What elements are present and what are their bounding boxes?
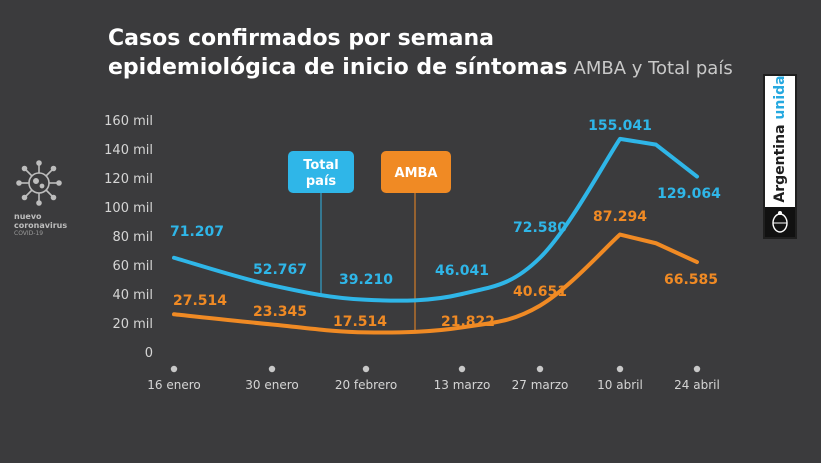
y-tick-label: 80 mil bbox=[112, 230, 153, 245]
national-seal-icon bbox=[772, 211, 788, 233]
x-tick-dot bbox=[536, 365, 544, 373]
y-tick-label: 140 mil bbox=[104, 143, 153, 158]
data-label-total-pais: 39.210 bbox=[339, 272, 393, 288]
x-tick-dot bbox=[458, 365, 466, 373]
badge-line-1: nuevo bbox=[14, 212, 42, 221]
x-tick-dot bbox=[362, 365, 370, 373]
data-label-total-pais: 46.041 bbox=[435, 263, 489, 279]
series-line-total-pais bbox=[172, 136, 699, 303]
x-tick-label: 24 abril bbox=[674, 378, 720, 392]
brand-seal-band bbox=[765, 207, 795, 237]
y-tick-label: 40 mil bbox=[112, 288, 153, 303]
data-label-total-pais: 71.207 bbox=[170, 224, 224, 240]
title-line-2: epidemiológica de inicio de síntomas AMBA… bbox=[108, 53, 733, 83]
y-tick-label: 20 mil bbox=[112, 317, 153, 332]
data-label-amba: 40.651 bbox=[513, 284, 567, 300]
x-tick-dot bbox=[170, 365, 178, 373]
data-label-amba: 21.822 bbox=[441, 314, 495, 330]
x-tick-dot bbox=[616, 365, 624, 373]
data-label-total-pais: 129.064 bbox=[657, 186, 721, 202]
badge-line-3: COVID-19 bbox=[14, 230, 44, 237]
y-tick-label: 0 bbox=[145, 346, 153, 361]
data-label-amba: 17.514 bbox=[333, 314, 387, 330]
callout-box-total-pais bbox=[288, 151, 354, 193]
y-tick-label: 100 mil bbox=[104, 201, 153, 216]
y-tick-label: 120 mil bbox=[104, 172, 153, 187]
callout-amba: AMBA bbox=[381, 151, 451, 193]
callout-text-amba: AMBA bbox=[395, 166, 438, 181]
x-tick-label: 10 abril bbox=[597, 378, 643, 392]
data-label-total-pais: 155.041 bbox=[588, 118, 652, 134]
data-label-amba: 87.294 bbox=[593, 209, 647, 225]
callout-text-line-2: país bbox=[306, 174, 337, 189]
coronavirus-badge: nuevo coronavirus COVID-19 bbox=[14, 158, 78, 238]
x-tick-dot bbox=[268, 365, 276, 373]
x-tick-label: 16 enero bbox=[147, 378, 200, 392]
argentina-unida-logo: Argentina unida bbox=[763, 74, 797, 239]
virus-icon bbox=[16, 160, 62, 206]
badge-line-2: coronavirus bbox=[14, 221, 68, 230]
y-tick-label: 160 mil bbox=[104, 114, 153, 129]
title-line-1: Casos confirmados por semana bbox=[108, 26, 494, 51]
title-line-2-text: epidemiológica de inicio de síntomas bbox=[108, 55, 568, 80]
x-tick-dot bbox=[693, 365, 701, 373]
chart-title: Casos confirmados por semana epidemiológ… bbox=[108, 24, 733, 83]
data-label-total-pais: 52.767 bbox=[253, 262, 307, 278]
data-label-amba: 27.514 bbox=[173, 293, 227, 309]
y-tick-label: 60 mil bbox=[112, 259, 153, 274]
callout-box-amba bbox=[381, 151, 451, 193]
x-tick-label: 30 enero bbox=[245, 378, 298, 392]
x-tick-label: 13 marzo bbox=[434, 378, 491, 392]
data-label-amba: 66.585 bbox=[664, 272, 718, 288]
callout-text-line-1: Total bbox=[303, 158, 339, 173]
chart-subtitle: AMBA y Total país bbox=[573, 58, 733, 79]
x-tick-label: 27 marzo bbox=[512, 378, 569, 392]
x-tick-label: 20 febrero bbox=[335, 378, 397, 392]
series-line-amba bbox=[172, 232, 699, 335]
data-label-amba: 23.345 bbox=[253, 304, 307, 320]
data-label-total-pais: 72.580 bbox=[513, 220, 567, 236]
